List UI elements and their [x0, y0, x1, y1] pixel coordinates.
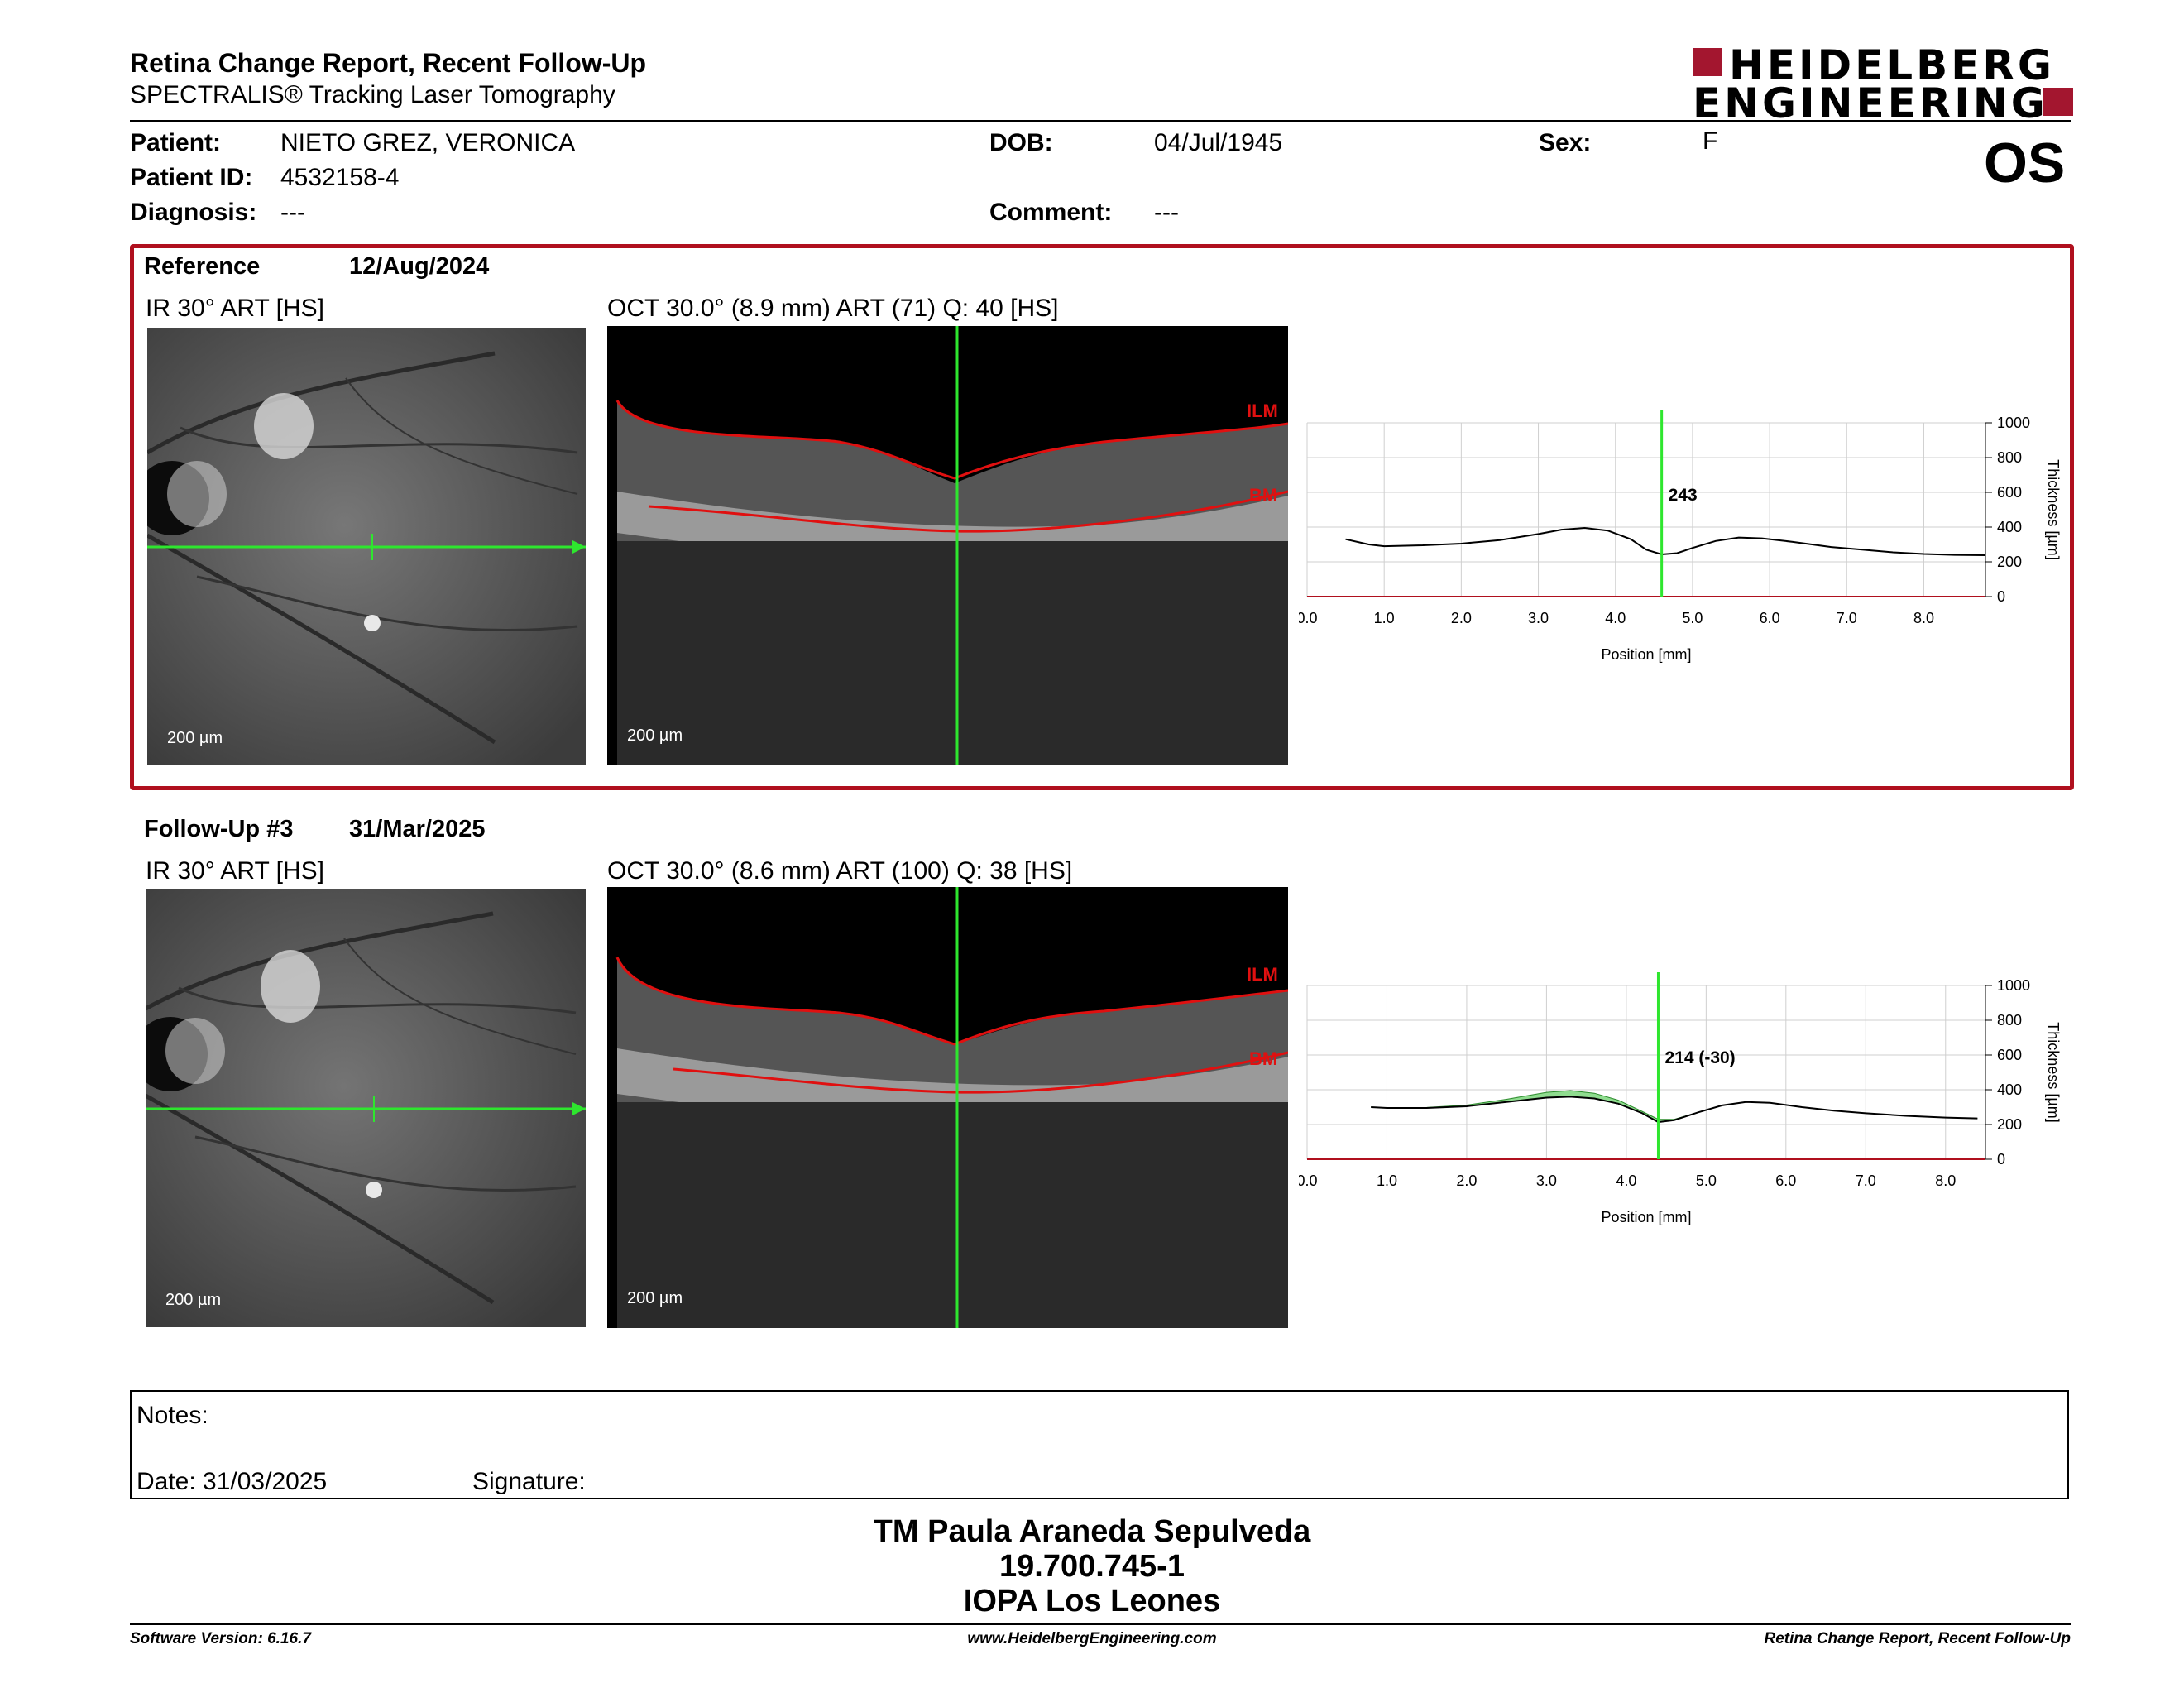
dob-label: DOB:: [989, 129, 1053, 156]
y-tick-label: 1000: [1997, 415, 2030, 431]
x-tick-label: 2.0: [1456, 1172, 1477, 1189]
x-axis-label: Position [mm]: [1601, 646, 1691, 663]
footer-report: Retina Change Report, Recent Follow-Up: [1764, 1630, 2071, 1647]
followup-oct-title: OCT 30.0° (8.6 mm) ART (100) Q: 38 [HS]: [607, 857, 1073, 885]
diagnosis-value: ---: [280, 199, 305, 226]
footer-version: Software Version: 6.16.7: [130, 1630, 311, 1647]
patient-label: Patient:: [130, 129, 222, 156]
followup-ir-scale: 200 µm: [165, 1291, 222, 1309]
notes-label: Notes:: [136, 1402, 208, 1429]
x-tick-label: 5.0: [1682, 610, 1703, 626]
y-axis-label: Thickness [µm]: [2045, 1022, 2062, 1122]
logo-block-bottom: [2043, 88, 2073, 116]
y-tick-label: 600: [1997, 484, 2022, 501]
reference-bm-label: BM: [1249, 485, 1278, 506]
x-axis-label: Position [mm]: [1601, 1209, 1691, 1225]
logo-line2: ENGINEERING: [1693, 79, 2048, 127]
signer-institution: IOPA Los Leones: [963, 1584, 1221, 1618]
footer-url: www.HeidelbergEngineering.com: [967, 1630, 1217, 1647]
y-tick-label: 0: [1997, 588, 2005, 605]
reference-ir-image: 200 µm: [147, 328, 586, 765]
ir-fundus-graphic: [147, 328, 586, 765]
reference-oct-title: OCT 30.0° (8.9 mm) ART (71) Q: 40 [HS]: [607, 295, 1059, 322]
x-tick-label: 4.0: [1605, 610, 1626, 626]
y-tick-label: 0: [1997, 1151, 2005, 1168]
reference-ir-scale: 200 µm: [167, 729, 223, 747]
reference-thickness-chart: 0.0 1.0 2.0 3.0 4.0 5.0 6.0 7.0 8.0 0 200 400 600 800…: [1299, 410, 2062, 663]
followup-thickness-chart: 0.0 1.0 2.0 3.0 4.0 5.0 6.0 7.0 8.0 0 200 400 600 800…: [1299, 972, 2062, 1225]
reference-oct-scale: 200 µm: [627, 727, 683, 745]
diagnosis-label: Diagnosis:: [130, 199, 257, 226]
y-tick-label: 400: [1997, 519, 2022, 535]
x-tick-label: 0.0: [1299, 1172, 1318, 1189]
followup-oct-scale: 200 µm: [627, 1289, 683, 1307]
x-tick-label: 8.0: [1913, 610, 1934, 626]
x-tick-label: 3.0: [1528, 610, 1549, 626]
oct-bscan-graphic: [615, 326, 1288, 765]
thickness-line: [1371, 1096, 1978, 1124]
x-tick-label: 7.0: [1837, 610, 1857, 626]
y-tick-label: 1000: [1997, 977, 2030, 994]
report-subtitle: SPECTRALIS® Tracking Laser Tomography: [130, 81, 615, 108]
reference-ilm-label: ILM: [1247, 400, 1278, 421]
y-tick-label: 200: [1997, 554, 2022, 570]
thickness-line: [1345, 527, 1986, 557]
followup-ilm-label: ILM: [1247, 964, 1278, 985]
x-tick-label: 4.0: [1616, 1172, 1636, 1189]
oct-bscan-graphic: [615, 887, 1288, 1328]
x-tick-label: 6.0: [1775, 1172, 1796, 1189]
header-rule: [130, 120, 2071, 122]
reference-ir-title: IR 30° ART [HS]: [146, 295, 324, 322]
eye-label: OS: [1984, 132, 2066, 194]
logo-line1: HEIDELBERG: [1729, 41, 2055, 89]
x-tick-label: 8.0: [1935, 1172, 1956, 1189]
patient-id-label: Patient ID:: [130, 164, 253, 191]
footer-rule: [130, 1623, 2071, 1625]
x-tick-label: 3.0: [1536, 1172, 1557, 1189]
x-tick-label: 7.0: [1856, 1172, 1876, 1189]
x-tick-label: 1.0: [1377, 1172, 1397, 1189]
ir-fundus-graphic: [146, 889, 586, 1327]
patient-id: 4532158-4: [280, 164, 400, 191]
followup-bm-label: BM: [1249, 1048, 1278, 1069]
followup-ir-title: IR 30° ART [HS]: [146, 857, 324, 885]
signature-label: Signature:: [472, 1468, 586, 1495]
y-tick-label: 600: [1997, 1047, 2022, 1063]
dob-value: 04/Jul/1945: [1154, 129, 1283, 156]
y-axis-label: Thickness [µm]: [2045, 459, 2062, 559]
sex-label: Sex:: [1539, 129, 1592, 156]
followup-date: 31/Mar/2025: [349, 816, 486, 842]
comment-label: Comment:: [989, 199, 1113, 226]
x-tick-label: 5.0: [1696, 1172, 1717, 1189]
y-tick-label: 800: [1997, 449, 2022, 466]
followup-label: Follow-Up #3: [144, 816, 294, 842]
logo-block-top: [1693, 48, 1722, 76]
x-tick-label: 2.0: [1451, 610, 1472, 626]
x-tick-label: 6.0: [1760, 610, 1780, 626]
reference-panel: [130, 244, 2074, 790]
comment-value: ---: [1154, 199, 1179, 226]
notes-date: Date: 31/03/2025: [136, 1468, 328, 1495]
y-tick-label: 400: [1997, 1081, 2022, 1098]
sex-value: F: [1703, 127, 1718, 155]
reference-oct-image: ILM BM 200 µm: [607, 326, 1288, 765]
y-tick-label: 800: [1997, 1012, 2022, 1029]
report-title: Retina Change Report, Recent Follow-Up: [130, 48, 647, 78]
followup-oct-image: ILM BM 200 µm: [607, 887, 1288, 1328]
signer-id: 19.700.745-1: [999, 1549, 1185, 1584]
cursor-value-label: 243: [1669, 486, 1698, 505]
followup-ir-image: 200 µm: [146, 889, 586, 1327]
y-tick-label: 200: [1997, 1116, 2022, 1133]
reference-label: Reference: [144, 253, 261, 280]
notes-box: Notes: Date: 31/03/2025 Signature:: [130, 1390, 2069, 1499]
reference-date: 12/Aug/2024: [349, 253, 490, 280]
cursor-value-label: 214 (-30): [1664, 1048, 1735, 1067]
x-tick-label: 1.0: [1374, 610, 1395, 626]
x-tick-label: 0.0: [1299, 610, 1318, 626]
patient-name: NIETO GREZ, VERONICA: [280, 129, 576, 156]
heidelberg-logo: HEIDELBERG ENGINEERING: [1693, 41, 2073, 124]
signer-name: TM Paula Araneda Sepulveda: [873, 1514, 1311, 1549]
